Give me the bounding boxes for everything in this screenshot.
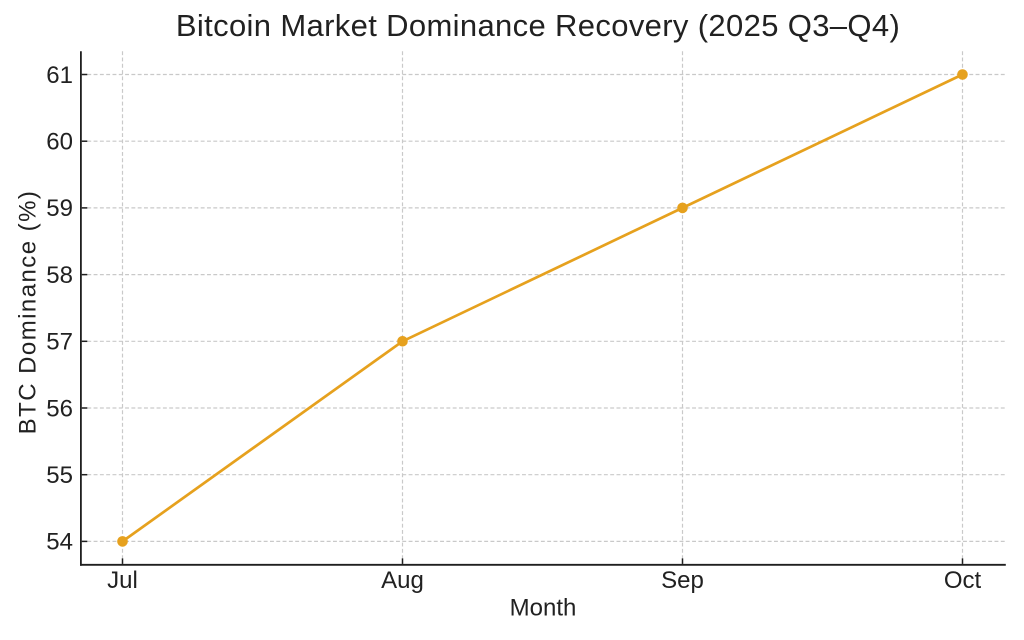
- svg-text:59: 59: [46, 195, 73, 222]
- svg-text:Jul: Jul: [107, 567, 138, 594]
- svg-text:Aug: Aug: [381, 567, 424, 594]
- svg-text:58: 58: [46, 262, 73, 289]
- svg-text:56: 56: [46, 395, 73, 422]
- svg-text:60: 60: [46, 129, 73, 156]
- svg-text:55: 55: [46, 462, 73, 489]
- svg-text:Month: Month: [510, 595, 577, 622]
- svg-text:BTC Dominance (%): BTC Dominance (%): [15, 190, 42, 435]
- svg-text:Oct: Oct: [944, 567, 982, 594]
- svg-text:54: 54: [46, 529, 73, 556]
- svg-text:57: 57: [46, 329, 73, 356]
- svg-text:Bitcoin Market Dominance Recov: Bitcoin Market Dominance Recovery (2025 …: [176, 8, 900, 43]
- svg-text:Sep: Sep: [661, 567, 704, 594]
- svg-text:61: 61: [46, 62, 73, 89]
